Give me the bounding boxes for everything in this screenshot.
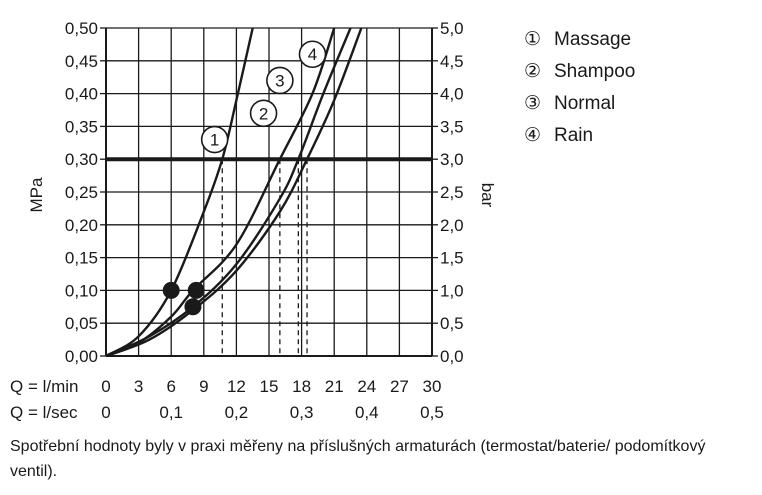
y-tick-label-left: 0,40	[65, 85, 98, 104]
y-tick-label-right: 2,5	[440, 183, 464, 202]
x-tick-label: 30	[423, 377, 442, 396]
y-tick-label-right: 4,0	[440, 85, 464, 104]
x-tick-label: 0	[101, 377, 110, 396]
y-axis-label-left: MPa	[27, 177, 46, 213]
y-tick-label-left: 0,25	[65, 183, 98, 202]
legend-label-rain: Rain	[554, 125, 593, 146]
legend-symbol: ④	[524, 125, 541, 146]
y-tick-label-left: 0,05	[65, 314, 98, 333]
y-tick-label-right: 0,0	[440, 347, 464, 366]
data-dot-shampoo	[187, 281, 205, 299]
series-curves	[106, 28, 363, 356]
axes	[100, 27, 438, 357]
x-axis-label-primary: Q = l/min	[10, 377, 79, 396]
y-tick-label-right: 2,0	[440, 216, 464, 235]
x-tick-label: 9	[199, 377, 208, 396]
legend-label-massage: Massage	[554, 29, 631, 50]
y-tick-label-left: 0,15	[65, 249, 98, 268]
series-marker-number-shampoo: 2	[259, 104, 268, 123]
y-tick-label-left: 0,50	[65, 19, 98, 38]
legend-symbol: ③	[524, 93, 541, 114]
x-tick-label-secondary: 0,4	[355, 403, 379, 422]
y-tick-label-right: 3,0	[440, 150, 464, 169]
data-dots	[162, 281, 205, 316]
y-tick-label-left: 0,00	[65, 347, 98, 366]
series-markers: 1 23 4	[200, 40, 327, 154]
series-marker-number-normal: 3	[275, 71, 284, 90]
series-marker-circle-rain	[298, 40, 327, 69]
legend-symbol: ①	[524, 29, 541, 50]
y-tick-label-right: 4,5	[440, 52, 464, 71]
y-tick-label-right: 1,0	[440, 281, 464, 300]
x-tick-label-secondary: 0	[101, 403, 110, 422]
y-axis-label-right: bar	[478, 183, 497, 208]
series-line-rain	[106, 28, 363, 356]
series-line-massage	[106, 28, 254, 356]
x-tick-label: 15	[260, 377, 279, 396]
x-tick-label-secondary: 0,1	[159, 403, 183, 422]
x-tick-label: 12	[227, 377, 246, 396]
x-tick-label-secondary: 0,2	[225, 403, 249, 422]
x-tick-label: 27	[390, 377, 409, 396]
y-tick-label-left: 0,30	[65, 150, 98, 169]
x-tick-label-secondary: 0,5	[420, 403, 444, 422]
x-tick-label: 3	[134, 377, 143, 396]
x-tick-label: 24	[357, 377, 376, 396]
data-dot-massage	[162, 281, 180, 299]
data-dot-normal	[184, 298, 202, 316]
series-marker-number-massage: 1	[210, 131, 219, 150]
series-marker-number-rain: 4	[308, 45, 317, 64]
y-tick-label-left: 0,20	[65, 216, 98, 235]
x-tick-label: 18	[292, 377, 311, 396]
y-tick-label-right: 3,5	[440, 117, 464, 136]
caption-text: Spotřební hodnoty byly v praxi měřeny na…	[10, 438, 706, 480]
tick-labels: 0,000,050,100,150,200,250,300,350,400,45…	[65, 19, 464, 422]
x-tick-label: 21	[325, 377, 344, 396]
legend-symbol: ②	[524, 61, 541, 82]
series-line-normal	[106, 28, 352, 356]
y-tick-label-left: 0,35	[65, 117, 98, 136]
series-marker-circle-normal	[266, 66, 294, 95]
y-tick-label-left: 0,10	[65, 281, 98, 300]
legend-label-shampoo: Shampoo	[554, 61, 635, 82]
legend: ① Massage ② Shampoo ③ Normal ④ Rain	[524, 29, 635, 146]
legend-label-normal: Normal	[554, 93, 615, 114]
y-tick-label-right: 0,5	[440, 314, 464, 333]
y-tick-label-right: 1,5	[440, 249, 464, 268]
series-marker-circle-shampoo	[249, 99, 278, 128]
x-tick-label-secondary: 0,3	[290, 403, 314, 422]
x-axis-label-secondary: Q = l/sec	[10, 403, 78, 422]
x-tick-label: 6	[166, 377, 175, 396]
y-tick-label-right: 5,0	[440, 19, 464, 38]
y-tick-label-left: 0,45	[65, 52, 98, 71]
series-marker-circle-massage	[200, 125, 229, 154]
drop-lines	[221, 159, 308, 356]
